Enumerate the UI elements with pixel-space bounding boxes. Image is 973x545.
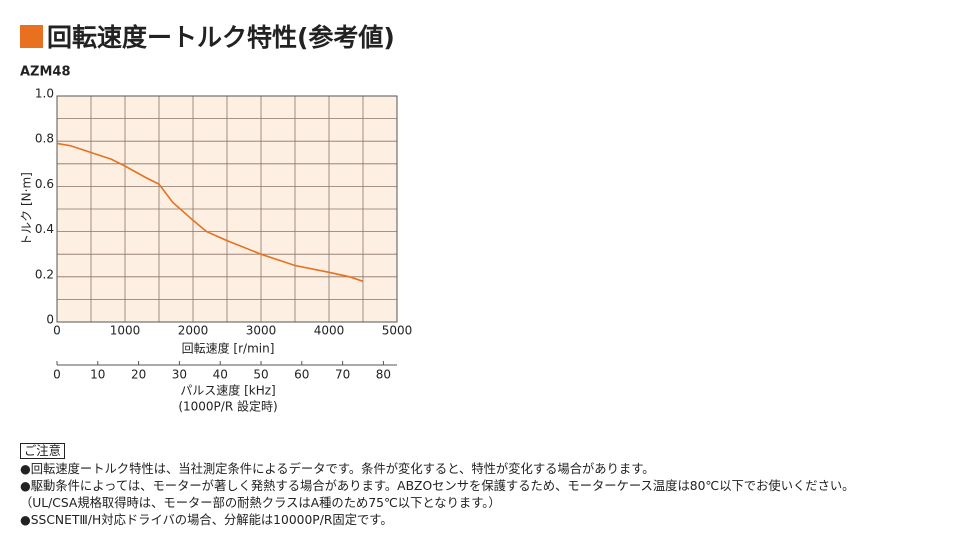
- title: 回転速度ートルク特性(参考値): [20, 18, 395, 54]
- y-tick-label: 1.0: [35, 87, 54, 101]
- title-text: 回転速度ートルク特性(参考値): [47, 23, 395, 52]
- y-tick-label: 0.6: [35, 177, 54, 191]
- y-tick-label: 0: [46, 313, 54, 327]
- note-line: ●回転速度ートルク特性は、当社測定条件によるデータです。条件が変化すると、特性が…: [20, 462, 655, 476]
- note-line: ●駆動条件によっては、モーターが著しく発熱する場合があります。ABZOセンサを保…: [20, 479, 855, 493]
- x2-axis-label: パルス速度 [kHz]: [180, 383, 275, 398]
- x-tick-label: 4000: [314, 324, 345, 338]
- x2-tick-label: 20: [131, 368, 146, 382]
- torque-curve: [56, 142, 364, 283]
- y-axis-label: トルク [N·m]: [20, 172, 34, 246]
- notes: ご注意 ●回転速度ートルク特性は、当社測定条件によるデータです。条件が変化すると…: [20, 443, 854, 529]
- chart: AZM48 回転速度 [r/min] パルス速度 [kHz] (1000P/R …: [20, 65, 413, 414]
- x-tick-label: 5000: [382, 324, 413, 338]
- x2-tick-label: 80: [376, 368, 391, 382]
- x2-tick-label: 60: [294, 368, 309, 382]
- title-marker: [20, 24, 43, 48]
- x2-tick-label: 50: [253, 368, 268, 382]
- note-line: （UL/CSA規格取得時は、モーター部の耐熱クラスはA種のため75℃以下となりま…: [20, 496, 501, 510]
- x-tick-label: 3000: [246, 324, 277, 338]
- x2-tick-label: 10: [90, 368, 105, 382]
- y-tick-label: 0.8: [35, 132, 54, 146]
- y-tick-label: 0.2: [35, 267, 54, 281]
- note-line: ●SSCNETⅢ/H対応ドライバの場合、分解能は10000P/R固定です。: [20, 513, 393, 527]
- chart-subtitle: AZM48: [20, 65, 71, 80]
- plot-frame: [56, 95, 398, 323]
- x2-tick-label: 70: [335, 368, 350, 382]
- x2-tick-label: 30: [172, 368, 187, 382]
- y-tick-label: 0.4: [35, 222, 54, 236]
- x-axis-label: 回転速度 [r/min]: [182, 341, 275, 356]
- notes-heading: ご注意: [20, 443, 65, 459]
- x2-tick-label: 0: [53, 368, 61, 382]
- x2-tick-label: 40: [213, 368, 228, 382]
- x-tick-label: 1000: [110, 324, 141, 338]
- x-tick-label: 0: [53, 324, 61, 338]
- x-tick-label: 2000: [178, 324, 209, 338]
- x2-axis-note: (1000P/R 設定時): [178, 399, 277, 414]
